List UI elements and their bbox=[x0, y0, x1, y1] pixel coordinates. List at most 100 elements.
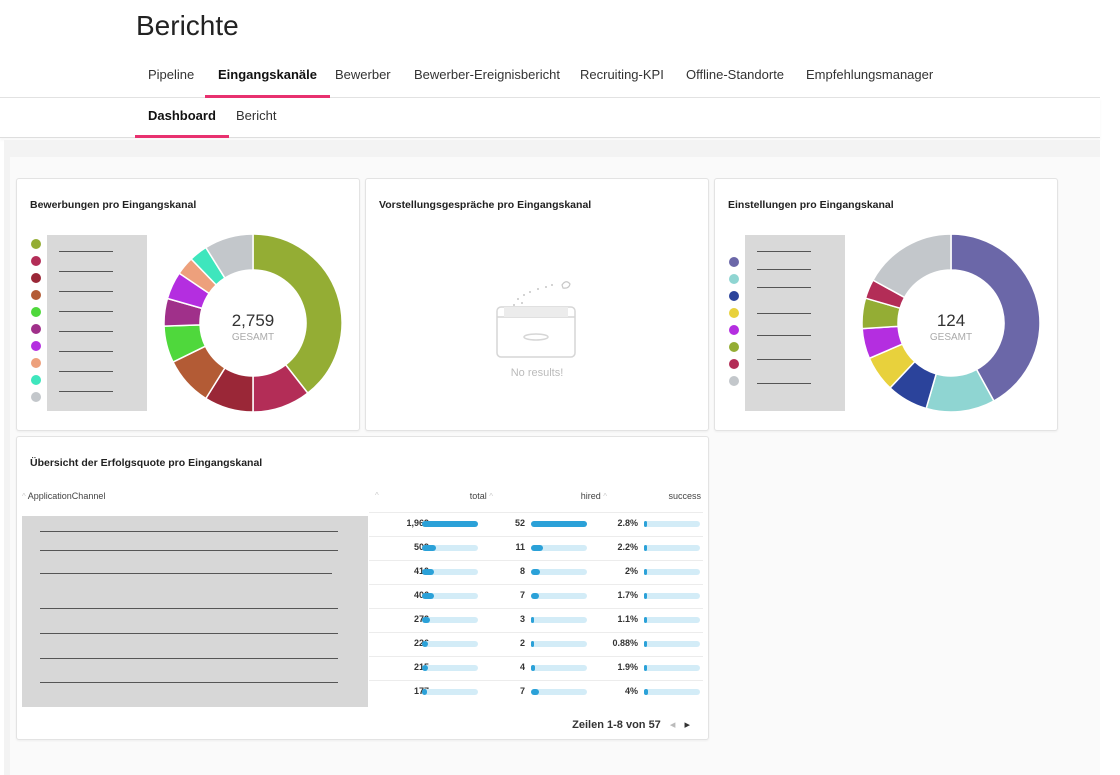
legend-labels-redacted bbox=[47, 235, 147, 411]
donut-slice[interactable] bbox=[252, 233, 343, 395]
success-bar-fill bbox=[644, 617, 647, 623]
applications-card: Bewerbungen pro Eingangskanal 2,759 GESA… bbox=[16, 178, 360, 431]
legend-color-dot[interactable] bbox=[31, 290, 41, 300]
table-row[interactable]: 272 3 1.1% bbox=[369, 608, 703, 632]
next-page-icon[interactable]: ▸ bbox=[684, 719, 690, 731]
total-bar-track bbox=[422, 545, 478, 551]
tab-bericht[interactable]: Bericht bbox=[236, 108, 277, 123]
tab-empfehlungsmanager[interactable]: Empfehlungsmanager bbox=[806, 67, 934, 82]
tab-dashboard[interactable]: Dashboard bbox=[135, 98, 229, 138]
table-row[interactable]: 226 2 0.88% bbox=[369, 632, 703, 656]
donut-slice[interactable] bbox=[871, 233, 952, 299]
column-header-total[interactable]: ^ total ^ bbox=[375, 491, 493, 501]
prev-page-icon[interactable]: ◂ bbox=[669, 719, 676, 731]
legend-color-dot[interactable] bbox=[729, 342, 739, 352]
success-value: 2% bbox=[624, 566, 638, 576]
success-value: 1.9% bbox=[617, 662, 638, 672]
total-bar-track bbox=[422, 689, 478, 695]
success-bar-track bbox=[644, 593, 700, 599]
column-header-application-channel[interactable]: ^ ApplicationChannel bbox=[22, 491, 106, 501]
tab-bewerber-ereignisbericht[interactable]: Bewerber-Ereignisbericht bbox=[414, 67, 560, 82]
legend-color-dot[interactable] bbox=[31, 273, 41, 283]
column-header-hired[interactable]: hired ^ bbox=[580, 491, 607, 501]
hired-value: 7 bbox=[519, 590, 525, 600]
hired-value: 52 bbox=[514, 518, 525, 528]
legend-color-dot[interactable] bbox=[31, 256, 41, 266]
total-bar-fill bbox=[422, 521, 478, 527]
total-bar-fill bbox=[422, 593, 434, 599]
table-row[interactable]: 215 4 1.9% bbox=[369, 656, 703, 680]
donut-slice[interactable] bbox=[950, 233, 1041, 403]
legend-color-dot[interactable] bbox=[31, 358, 41, 368]
success-value: 2.2% bbox=[617, 542, 638, 552]
sort-caret-icon: ^ bbox=[375, 491, 379, 500]
success-value: 2.8% bbox=[617, 518, 638, 528]
success-bar-track bbox=[644, 569, 700, 575]
applications-donut-chart: 2,759 GESAMT bbox=[163, 233, 343, 413]
channel-names-redacted bbox=[22, 516, 368, 707]
pagination-text: Zeilen 1-8 von 57 bbox=[572, 719, 661, 731]
legend-color-dot[interactable] bbox=[729, 274, 739, 284]
hired-bar-track bbox=[531, 521, 587, 527]
legend-label-line bbox=[59, 371, 113, 372]
tab-eingangskanaele[interactable]: Eingangskanäle bbox=[205, 58, 330, 98]
tab-offline-standorte[interactable]: Offline-Standorte bbox=[686, 67, 785, 82]
legend-color-dot[interactable] bbox=[729, 325, 739, 335]
donut-total-label: GESAMT bbox=[930, 332, 972, 343]
total-value: 1,969 bbox=[406, 518, 429, 528]
total-bar-track bbox=[422, 665, 478, 671]
table-row[interactable]: 1,969 52 2.8% bbox=[369, 512, 703, 536]
hired-value: 4 bbox=[519, 662, 525, 672]
table-row[interactable]: 177 7 4% bbox=[369, 680, 703, 704]
hired-value: 3 bbox=[519, 614, 525, 624]
legend-color-dot[interactable] bbox=[729, 359, 739, 369]
legend-color-dot[interactable] bbox=[31, 392, 41, 402]
legend bbox=[729, 257, 739, 393]
legend-color-dot[interactable] bbox=[729, 257, 739, 267]
legend-color-dot[interactable] bbox=[729, 308, 739, 318]
card-title: Bewerbungen pro Eingangskanal bbox=[30, 199, 197, 211]
tab-bewerber[interactable]: Bewerber bbox=[335, 67, 391, 82]
legend-label-line bbox=[757, 269, 811, 270]
legend-labels-redacted bbox=[745, 235, 845, 411]
table-row[interactable]: 406 7 1.7% bbox=[369, 584, 703, 608]
legend-color-dot[interactable] bbox=[31, 239, 41, 249]
table-row[interactable]: 509 11 2.2% bbox=[369, 536, 703, 560]
legend-color-dot[interactable] bbox=[729, 291, 739, 301]
table-row[interactable]: 410 8 2% bbox=[369, 560, 703, 584]
legend-color-dot[interactable] bbox=[31, 341, 41, 351]
total-value: 410 bbox=[369, 566, 429, 576]
hired-bar-fill bbox=[531, 641, 534, 647]
legend-label-line bbox=[757, 383, 811, 384]
hired-bar-fill bbox=[531, 665, 536, 671]
channel-name-line bbox=[40, 633, 338, 634]
legend-color-dot[interactable] bbox=[31, 307, 41, 317]
legend-color-dot[interactable] bbox=[729, 376, 739, 386]
success-bar-track bbox=[644, 521, 700, 527]
hired-bar-track bbox=[531, 545, 587, 551]
column-header-success[interactable]: success bbox=[668, 491, 701, 501]
legend-color-dot[interactable] bbox=[31, 375, 41, 385]
pagination: Zeilen 1-8 von 57 ◂ ▸ bbox=[572, 718, 690, 731]
tab-recruiting-kpi[interactable]: Recruiting-KPI bbox=[580, 67, 664, 82]
hired-bar-track bbox=[531, 569, 587, 575]
legend-label-line bbox=[59, 311, 113, 312]
tab-pipeline[interactable]: Pipeline bbox=[148, 67, 195, 82]
donut-slice[interactable] bbox=[204, 233, 254, 280]
hired-value: 8 bbox=[519, 566, 525, 576]
total-bar-fill bbox=[422, 617, 430, 623]
channel-name-line bbox=[40, 608, 338, 609]
card-title: Übersicht der Erfolgsquote pro Eingangsk… bbox=[30, 457, 263, 469]
success-bar-track bbox=[644, 689, 700, 695]
channel-name-line bbox=[40, 573, 332, 574]
legend-color-dot[interactable] bbox=[31, 324, 41, 334]
hired-value: 11 bbox=[515, 542, 525, 552]
total-bar-fill bbox=[422, 545, 437, 551]
channel-name-line bbox=[40, 550, 338, 551]
success-bar-fill bbox=[644, 545, 647, 551]
total-value: 406 bbox=[369, 590, 429, 600]
total-bar-fill bbox=[422, 641, 429, 647]
legend-label-line bbox=[757, 335, 811, 336]
success-value: 0.88% bbox=[612, 638, 638, 648]
legend-label-line bbox=[757, 359, 811, 360]
